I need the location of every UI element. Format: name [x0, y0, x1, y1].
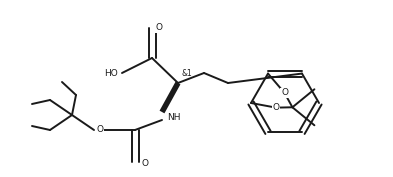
- Text: &1: &1: [182, 70, 193, 79]
- Text: O: O: [156, 24, 163, 33]
- Text: HO: HO: [104, 68, 118, 78]
- Text: NH: NH: [167, 113, 180, 121]
- Text: O: O: [97, 125, 103, 135]
- Text: O: O: [281, 88, 288, 97]
- Text: O: O: [141, 159, 148, 169]
- Text: O: O: [272, 103, 279, 112]
